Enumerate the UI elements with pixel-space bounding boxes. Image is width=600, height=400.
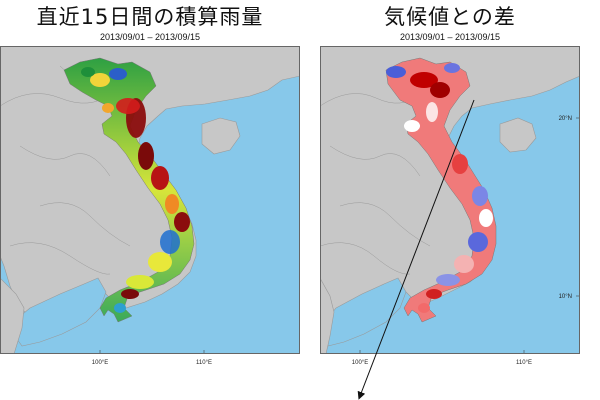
lon-label-110e: 110°E: [516, 360, 532, 366]
accumulated-rainfall-date-range: 2013/09/01 – 2013/09/15: [99, 32, 201, 42]
anomaly-date-range: 2013/09/01 – 2013/09/15: [399, 32, 501, 42]
lon-label-100e: 100°E: [352, 360, 368, 366]
rainfall-intensity-patches: [81, 67, 190, 313]
lat-label-10n: 10°N: [559, 294, 572, 300]
anomaly-panel: 気候値との差 2013/09/01 – 2013/09/15: [300, 0, 600, 400]
lon-label-110e: 110°E: [196, 360, 212, 366]
map-frame: [0, 46, 300, 354]
anomaly-map: 20°N 10°N 100°E 110°E: [320, 46, 580, 366]
anomaly-title: 気候値との差: [384, 5, 516, 29]
lon-label-100e: 100°E: [92, 360, 108, 366]
peninsula-land: [0, 277, 25, 354]
hainan-island: [499, 117, 537, 153]
peninsula-land: [320, 277, 335, 354]
accumulated-rainfall-panel: 直近15日間の積算雨量 2013/09/01 – 2013/09/15: [0, 5, 300, 366]
accumulated-rainfall-map: 100°E 110°E: [0, 46, 300, 366]
lat-label-20n: 20°N: [559, 116, 572, 122]
accumulated-rainfall-title: 直近15日間の積算雨量: [36, 5, 264, 29]
hainan-island: [201, 117, 241, 155]
